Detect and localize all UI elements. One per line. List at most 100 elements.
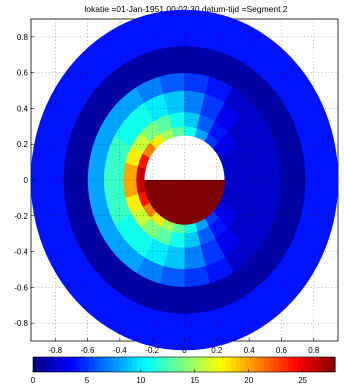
colorbar-cell xyxy=(141,357,147,372)
ring-3-sector-5 xyxy=(184,266,210,288)
colorbar-cell xyxy=(37,357,44,372)
ring-3-sector-18 xyxy=(184,72,210,94)
colorbar-cell xyxy=(75,357,81,372)
colorbar-cell xyxy=(179,357,185,372)
colorbar-cell xyxy=(117,357,124,372)
colorbar-cell xyxy=(160,357,166,372)
colorbar-cell xyxy=(292,357,298,372)
ring-3-sector-17 xyxy=(159,72,185,94)
colorbar-cell xyxy=(226,357,232,372)
colorbar xyxy=(32,356,336,373)
colorbar-cell xyxy=(301,357,308,372)
colorbar-frame xyxy=(32,356,336,373)
colorbar-cell xyxy=(165,357,171,372)
colorbar-cell xyxy=(127,357,133,372)
colorbar-cell xyxy=(250,357,256,372)
ring-3-sector-0 xyxy=(262,179,282,209)
ring-3-sector-6 xyxy=(159,266,185,288)
ring-3-sector-11 xyxy=(87,179,107,209)
colorbar-cell xyxy=(94,357,100,372)
heatmap-sectors xyxy=(30,9,339,351)
colorbar-tick-label: 15 xyxy=(190,376,199,385)
colorbar-cell xyxy=(278,357,284,372)
colorbar-cell xyxy=(146,357,152,372)
grid-lines xyxy=(31,19,338,341)
colorbar-cell xyxy=(188,357,195,372)
colorbar-tick-label: 25 xyxy=(298,376,307,385)
x-tick-label: 0.4 xyxy=(244,346,256,355)
y-axis-ticks: 0.8 0.6 0.4 0.2 0 -0.2 -0.4 -0.6 -0.8 xyxy=(14,33,34,328)
x-tick-label: -0.4 xyxy=(113,346,127,355)
colorbar-cell xyxy=(136,357,143,372)
y-tick-label: 0.6 xyxy=(17,69,29,78)
colorbar-cell xyxy=(240,357,246,372)
chart-title: lokatie =01-Jan-1951 00:02:30 datum-tijd… xyxy=(84,4,287,14)
colorbar-cell xyxy=(283,357,289,372)
colorbar-cell xyxy=(150,357,157,372)
colorbar-cell xyxy=(33,357,39,372)
inner-half-disc xyxy=(144,180,225,225)
x-tick-label: 0.2 xyxy=(211,346,223,355)
colorbar-cell xyxy=(56,357,62,372)
colorbar-cell xyxy=(259,357,265,372)
x-tick-label: 0.8 xyxy=(308,346,320,355)
colorbar-cell xyxy=(66,357,72,372)
x-tick-label: 0 xyxy=(182,346,187,355)
colorbar-cell xyxy=(42,357,48,372)
colorbar-cell xyxy=(70,357,77,372)
colorbar-cell xyxy=(174,357,180,372)
colorbar-cell xyxy=(212,357,218,372)
y-tick-label: -0.6 xyxy=(14,283,28,292)
y-tick-label: 0 xyxy=(24,176,29,185)
colorbar-cell xyxy=(193,357,199,372)
colorbar-cell xyxy=(221,357,228,372)
colorbar-ticks: 0 5 10 15 20 25 xyxy=(31,369,308,385)
y-tick-label: 0.8 xyxy=(17,33,29,42)
colorbar-cell xyxy=(84,357,91,372)
colorbar-cell xyxy=(287,357,294,372)
colorbar-cell xyxy=(311,357,317,372)
colorbar-tick-label: 20 xyxy=(244,376,253,385)
colorbar-cell xyxy=(217,357,223,372)
colorbar-cell xyxy=(99,357,105,372)
y-tick-label: -0.8 xyxy=(14,319,28,328)
x-axis-ticks: -0.8 -0.6 -0.4 -0.2 0 0.2 0.4 0.6 0.8 xyxy=(48,338,320,355)
colorbar-cell xyxy=(198,357,204,372)
colorbar-cell xyxy=(330,357,336,372)
colorbar-cell xyxy=(235,357,242,372)
colorbar-cell xyxy=(47,357,53,372)
colorbar-cell xyxy=(306,357,313,372)
x-tick-label: -0.6 xyxy=(81,346,95,355)
chart-title-text: lokatie =01-Jan-1951 00:02:30 datum-tijd… xyxy=(84,4,287,14)
colorbar-cell xyxy=(132,357,138,372)
colorbar-tick-label: 10 xyxy=(136,376,145,385)
colorbar-cell xyxy=(51,357,58,372)
colorbar-cell xyxy=(245,357,251,372)
colorbar-cell xyxy=(202,357,209,372)
colorbar-cell xyxy=(89,357,95,372)
x-tick-label: -0.8 xyxy=(48,346,62,355)
colorbar-cell xyxy=(297,357,303,372)
colorbar-cell xyxy=(108,357,114,372)
x-tick-label: -0.2 xyxy=(145,346,159,355)
colorbar-cell xyxy=(325,357,331,372)
colorbar-cell xyxy=(80,357,86,372)
colorbar-cell xyxy=(264,357,270,372)
colorbar-cell xyxy=(113,357,119,372)
colorbar-cell xyxy=(169,357,176,372)
colorbar-tick-label: 5 xyxy=(85,376,90,385)
colorbar-cell xyxy=(254,357,261,372)
ring-3-sector-23 xyxy=(262,151,282,181)
colorbar-cell xyxy=(184,357,190,372)
colorbar-cell xyxy=(316,357,322,372)
colorbar-cell xyxy=(61,357,67,372)
colorbar-tick-label: 0 xyxy=(31,376,36,385)
colorbar-cell xyxy=(207,357,213,372)
ring-3-sector-12 xyxy=(87,151,107,181)
colorbar-cell xyxy=(273,357,279,372)
y-tick-label: -0.2 xyxy=(14,212,28,221)
colorbar-cell xyxy=(155,357,162,372)
colorbar-cell xyxy=(103,357,110,372)
y-tick-label: -0.4 xyxy=(14,248,28,257)
